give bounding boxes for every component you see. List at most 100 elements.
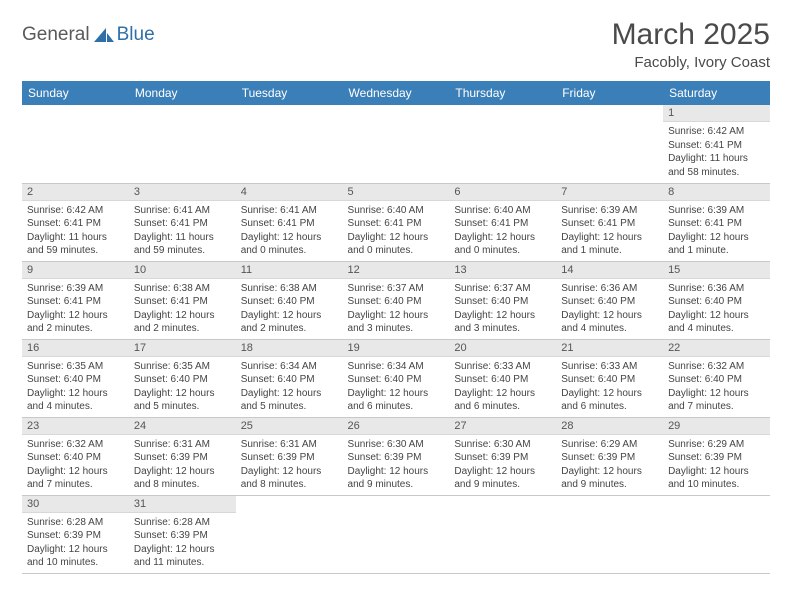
calendar-row: 30Sunrise: 6:28 AMSunset: 6:39 PMDayligh… xyxy=(22,495,770,573)
sunrise-line: Sunrise: 6:38 AM xyxy=(241,282,338,296)
calendar-cell xyxy=(236,495,343,573)
sunrise-line: Sunrise: 6:42 AM xyxy=(27,204,124,218)
day-details: Sunrise: 6:36 AMSunset: 6:40 PMDaylight:… xyxy=(663,279,770,339)
calendar-cell: 22Sunrise: 6:32 AMSunset: 6:40 PMDayligh… xyxy=(663,339,770,417)
calendar-cell: 27Sunrise: 6:30 AMSunset: 6:39 PMDayligh… xyxy=(449,417,556,495)
daylight-line: Daylight: 12 hours and 1 minute. xyxy=(668,231,765,258)
calendar-row: 2Sunrise: 6:42 AMSunset: 6:41 PMDaylight… xyxy=(22,183,770,261)
day-number: 13 xyxy=(449,262,556,279)
calendar-cell: 10Sunrise: 6:38 AMSunset: 6:41 PMDayligh… xyxy=(129,261,236,339)
sunset-line: Sunset: 6:41 PM xyxy=(241,217,338,231)
day-header: Tuesday xyxy=(236,81,343,105)
sunset-line: Sunset: 6:40 PM xyxy=(241,373,338,387)
calendar-cell xyxy=(663,495,770,573)
calendar-cell: 31Sunrise: 6:28 AMSunset: 6:39 PMDayligh… xyxy=(129,495,236,573)
sunset-line: Sunset: 6:39 PM xyxy=(241,451,338,465)
sunrise-line: Sunrise: 6:31 AM xyxy=(241,438,338,452)
sunrise-line: Sunrise: 6:34 AM xyxy=(348,360,445,374)
calendar-cell: 28Sunrise: 6:29 AMSunset: 6:39 PMDayligh… xyxy=(556,417,663,495)
sunrise-line: Sunrise: 6:37 AM xyxy=(454,282,551,296)
sunrise-line: Sunrise: 6:34 AM xyxy=(241,360,338,374)
day-details: Sunrise: 6:31 AMSunset: 6:39 PMDaylight:… xyxy=(129,435,236,495)
sunrise-line: Sunrise: 6:41 AM xyxy=(241,204,338,218)
sunrise-line: Sunrise: 6:30 AM xyxy=(454,438,551,452)
day-number: 12 xyxy=(343,262,450,279)
day-number: 14 xyxy=(556,262,663,279)
day-details: Sunrise: 6:36 AMSunset: 6:40 PMDaylight:… xyxy=(556,279,663,339)
day-number: 9 xyxy=(22,262,129,279)
day-details: Sunrise: 6:33 AMSunset: 6:40 PMDaylight:… xyxy=(449,357,556,417)
daylight-line: Daylight: 12 hours and 6 minutes. xyxy=(348,387,445,414)
sunset-line: Sunset: 6:41 PM xyxy=(27,295,124,309)
day-number: 8 xyxy=(663,184,770,201)
sunset-line: Sunset: 6:41 PM xyxy=(561,217,658,231)
day-details: Sunrise: 6:34 AMSunset: 6:40 PMDaylight:… xyxy=(343,357,450,417)
sunrise-line: Sunrise: 6:39 AM xyxy=(561,204,658,218)
daylight-line: Daylight: 12 hours and 6 minutes. xyxy=(561,387,658,414)
calendar-cell: 2Sunrise: 6:42 AMSunset: 6:41 PMDaylight… xyxy=(22,183,129,261)
logo: General Blue xyxy=(22,24,155,46)
calendar-cell: 15Sunrise: 6:36 AMSunset: 6:40 PMDayligh… xyxy=(663,261,770,339)
day-number: 21 xyxy=(556,340,663,357)
day-header: Friday xyxy=(556,81,663,105)
sunset-line: Sunset: 6:41 PM xyxy=(454,217,551,231)
day-number: 3 xyxy=(129,184,236,201)
daylight-line: Daylight: 12 hours and 9 minutes. xyxy=(561,465,658,492)
daylight-line: Daylight: 12 hours and 8 minutes. xyxy=(134,465,231,492)
sunset-line: Sunset: 6:41 PM xyxy=(27,217,124,231)
calendar-cell: 1Sunrise: 6:42 AMSunset: 6:41 PMDaylight… xyxy=(663,105,770,183)
sunset-line: Sunset: 6:40 PM xyxy=(668,295,765,309)
daylight-line: Daylight: 12 hours and 5 minutes. xyxy=(134,387,231,414)
daylight-line: Daylight: 12 hours and 1 minute. xyxy=(561,231,658,258)
sunrise-line: Sunrise: 6:30 AM xyxy=(348,438,445,452)
daylight-line: Daylight: 12 hours and 3 minutes. xyxy=(348,309,445,336)
sunrise-line: Sunrise: 6:32 AM xyxy=(668,360,765,374)
sunrise-line: Sunrise: 6:33 AM xyxy=(454,360,551,374)
daylight-line: Daylight: 12 hours and 4 minutes. xyxy=(27,387,124,414)
daylight-line: Daylight: 12 hours and 7 minutes. xyxy=(668,387,765,414)
day-number: 20 xyxy=(449,340,556,357)
sunset-line: Sunset: 6:40 PM xyxy=(134,373,231,387)
daylight-line: Daylight: 12 hours and 9 minutes. xyxy=(348,465,445,492)
sail-icon xyxy=(93,27,115,43)
day-details: Sunrise: 6:32 AMSunset: 6:40 PMDaylight:… xyxy=(22,435,129,495)
calendar-cell xyxy=(343,495,450,573)
calendar-row: 9 Sunrise: 6:39 AMSunset: 6:41 PM Daylight… xyxy=(22,261,770,339)
calendar-row: 16Sunrise: 6:35 AMSunset: 6:40 PMDayligh… xyxy=(22,339,770,417)
sunrise-line: Sunrise: 6:29 AM xyxy=(668,438,765,452)
day-details: Sunrise: 6:38 AMSunset: 6:40 PMDaylight:… xyxy=(236,279,343,339)
daylight-line: Daylight: 12 hours and 7 minutes. xyxy=(27,465,124,492)
calendar-cell xyxy=(236,105,343,183)
calendar-cell: 25Sunrise: 6:31 AMSunset: 6:39 PMDayligh… xyxy=(236,417,343,495)
day-number: 25 xyxy=(236,418,343,435)
daylight-line: Daylight: 12 hours and 0 minutes. xyxy=(348,231,445,258)
day-number: 31 xyxy=(129,496,236,513)
daylight-line: Daylight: 11 hours and 59 minutes. xyxy=(134,231,231,258)
calendar-cell: 20Sunrise: 6:33 AMSunset: 6:40 PMDayligh… xyxy=(449,339,556,417)
sunrise-line: Sunrise: 6:39 AM xyxy=(27,282,124,296)
day-number: 17 xyxy=(129,340,236,357)
day-number: 30 xyxy=(22,496,129,513)
sunrise-line: Sunrise: 6:37 AM xyxy=(348,282,445,296)
sunrise-line: Sunrise: 6:41 AM xyxy=(134,204,231,218)
sunrise-line: Sunrise: 6:36 AM xyxy=(668,282,765,296)
calendar-cell xyxy=(129,105,236,183)
sunset-line: Sunset: 6:40 PM xyxy=(27,373,124,387)
sunrise-line: Sunrise: 6:29 AM xyxy=(561,438,658,452)
sunrise-line: Sunrise: 6:28 AM xyxy=(27,516,124,530)
day-details: Sunrise: 6:42 AMSunset: 6:41 PMDaylight:… xyxy=(22,201,129,261)
sunset-line: Sunset: 6:39 PM xyxy=(668,451,765,465)
day-details: Sunrise: 6:37 AMSunset: 6:40 PMDaylight:… xyxy=(449,279,556,339)
day-number: 27 xyxy=(449,418,556,435)
sunrise-line: Sunrise: 6:42 AM xyxy=(668,125,765,139)
daylight-line: Daylight: 12 hours and 0 minutes. xyxy=(241,231,338,258)
day-number: 11 xyxy=(236,262,343,279)
day-number: 24 xyxy=(129,418,236,435)
calendar-cell: 4Sunrise: 6:41 AMSunset: 6:41 PMDaylight… xyxy=(236,183,343,261)
header: General Blue March 2025 Facobly, Ivory C… xyxy=(22,18,770,71)
day-number: 19 xyxy=(343,340,450,357)
sunrise-line: Sunrise: 6:35 AM xyxy=(27,360,124,374)
sunset-line: Sunset: 6:39 PM xyxy=(134,451,231,465)
day-number: 29 xyxy=(663,418,770,435)
day-number: 6 xyxy=(449,184,556,201)
